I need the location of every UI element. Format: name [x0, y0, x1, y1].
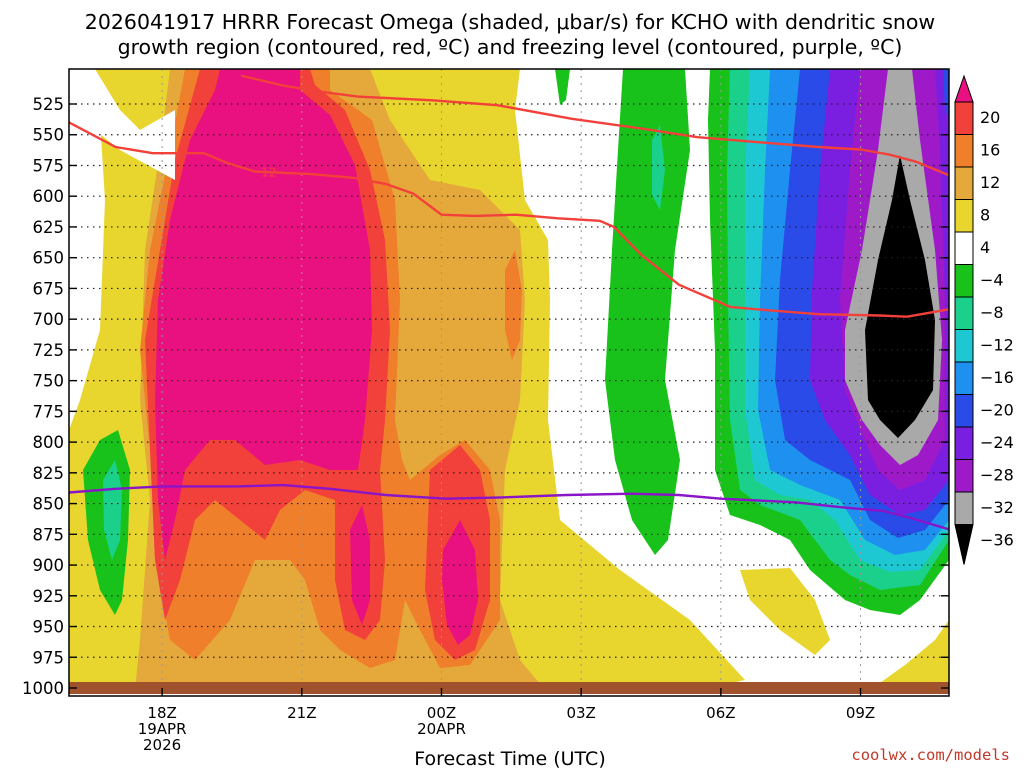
- chart-title-line2: growth region (contoured, red, ºC) and f…: [118, 35, 903, 59]
- y-tick-label: 950: [33, 618, 65, 637]
- colorbar-label: 16: [980, 141, 1000, 160]
- y-tick-label: 625: [33, 218, 65, 237]
- colorbar-swatch: [954, 394, 974, 428]
- contour-line-2: [69, 483, 949, 531]
- x-tick-label: 21Z: [287, 704, 316, 722]
- omega-shade-4-8-b: [740, 568, 830, 655]
- x-tick-label: 00Z: [427, 704, 456, 722]
- colorbar-label: −20: [980, 401, 1014, 420]
- y-tick-label: 800: [33, 433, 65, 452]
- colorbar-swatch: [954, 101, 974, 135]
- y-axis: 525 550 575 600 625 650 675 700 725 750 775 800 825 8…: [22, 95, 949, 698]
- x-tick-label: 06Z: [706, 704, 735, 722]
- colorbar-swatch: [954, 459, 974, 493]
- y-tick-label: 900: [33, 556, 65, 575]
- colorbar-label: 8: [980, 206, 990, 225]
- omega-shade-neg4-8-col1: [555, 69, 570, 105]
- contour-label: 12: [261, 166, 276, 180]
- omega-shade-gt20-c: [350, 505, 370, 625]
- x-axis-label: Forecast Time (UTC): [414, 748, 605, 768]
- y-tick-label: 850: [33, 495, 65, 514]
- y-tick-label: 650: [33, 249, 65, 268]
- colorbar-swatch: [954, 134, 974, 168]
- colorbar-label: −8: [980, 303, 1004, 322]
- x-tick-label: 09Z: [846, 704, 875, 722]
- plot-area: 12: [69, 69, 949, 696]
- colorbar-label: −36: [980, 531, 1014, 550]
- colorbar-top-arrow: [954, 74, 974, 103]
- colorbar-swatch: [954, 296, 974, 330]
- colorbar-label: −12: [980, 336, 1014, 355]
- omega-shade-lt-36: [865, 155, 935, 438]
- y-tick-label: 975: [33, 648, 65, 667]
- y-tick-label: 925: [33, 587, 65, 606]
- ground-level-bar: [69, 682, 949, 694]
- omega-shade-neg8-12-left: [103, 460, 122, 560]
- y-tick-label: 750: [33, 372, 65, 391]
- colorbar-swatch: [954, 491, 974, 525]
- colorbar-swatch: [954, 329, 974, 363]
- colorbar-label: −4: [980, 271, 1004, 290]
- contour-line-0: [69, 121, 949, 318]
- colorbar-swatch: [954, 199, 974, 233]
- y-tick-label: 600: [33, 187, 65, 206]
- colorbar-swatch: [954, 361, 974, 395]
- y-tick-label: 575: [33, 156, 65, 175]
- x-tick-label: 2026: [143, 736, 181, 754]
- omega-shade-4-8-c: [870, 620, 949, 690]
- y-tick-label: 675: [33, 279, 65, 298]
- y-tick-label: 725: [33, 341, 65, 360]
- contours: 12: [69, 74, 949, 531]
- omega-shade-gt20: [155, 69, 372, 560]
- y-tick-label: 525: [33, 95, 65, 114]
- omega-shade-neg8-12-col2: [652, 125, 665, 210]
- plot-frame: [68, 68, 950, 697]
- omega-shade-12-16-b: [505, 250, 522, 360]
- y-tick-label: 700: [33, 310, 65, 329]
- contour-line-1: [241, 74, 949, 177]
- colorbar-swatch: [954, 231, 974, 265]
- chart-title-line1: 2026041917 HRRR Forecast Omega (shaded, …: [85, 10, 935, 34]
- colorbar-label: −16: [980, 368, 1014, 387]
- x-tick-label: 19APR: [138, 720, 187, 738]
- credit-text: coolwx.com/models: [851, 746, 1010, 764]
- colorbar: 20 16 12 8 4 −4 −8 −12 −16 −20 −24 −28 −32 −36: [954, 74, 1014, 565]
- colorbar-label: 12: [980, 173, 1000, 192]
- y-tick-label: 825: [33, 464, 65, 483]
- colorbar-label: −32: [980, 498, 1014, 517]
- x-tick-label: 20APR: [417, 720, 466, 738]
- colorbar-label: −28: [980, 466, 1014, 485]
- colorbar-bottom-arrow: [954, 524, 974, 565]
- colorbar-swatch: [954, 264, 974, 298]
- omega-shade-neg4-8-col2: [605, 69, 690, 555]
- colorbar-swatch: [954, 166, 974, 200]
- omega-shade-neg-edge: [943, 69, 949, 120]
- y-tick-label: 1000: [22, 679, 64, 698]
- y-tick-label: 775: [33, 402, 65, 421]
- colorbar-swatch: [954, 426, 974, 460]
- colorbar-label: 20: [980, 108, 1000, 127]
- y-tick-label: 550: [33, 126, 65, 145]
- y-tick-label: 875: [33, 525, 65, 544]
- x-tick-label: 18Z: [147, 704, 176, 722]
- x-tick-label: 03Z: [566, 704, 595, 722]
- colorbar-label: 4: [980, 238, 990, 257]
- omega-shade-gt20-b: [442, 520, 478, 645]
- colorbar-label: −24: [980, 433, 1014, 452]
